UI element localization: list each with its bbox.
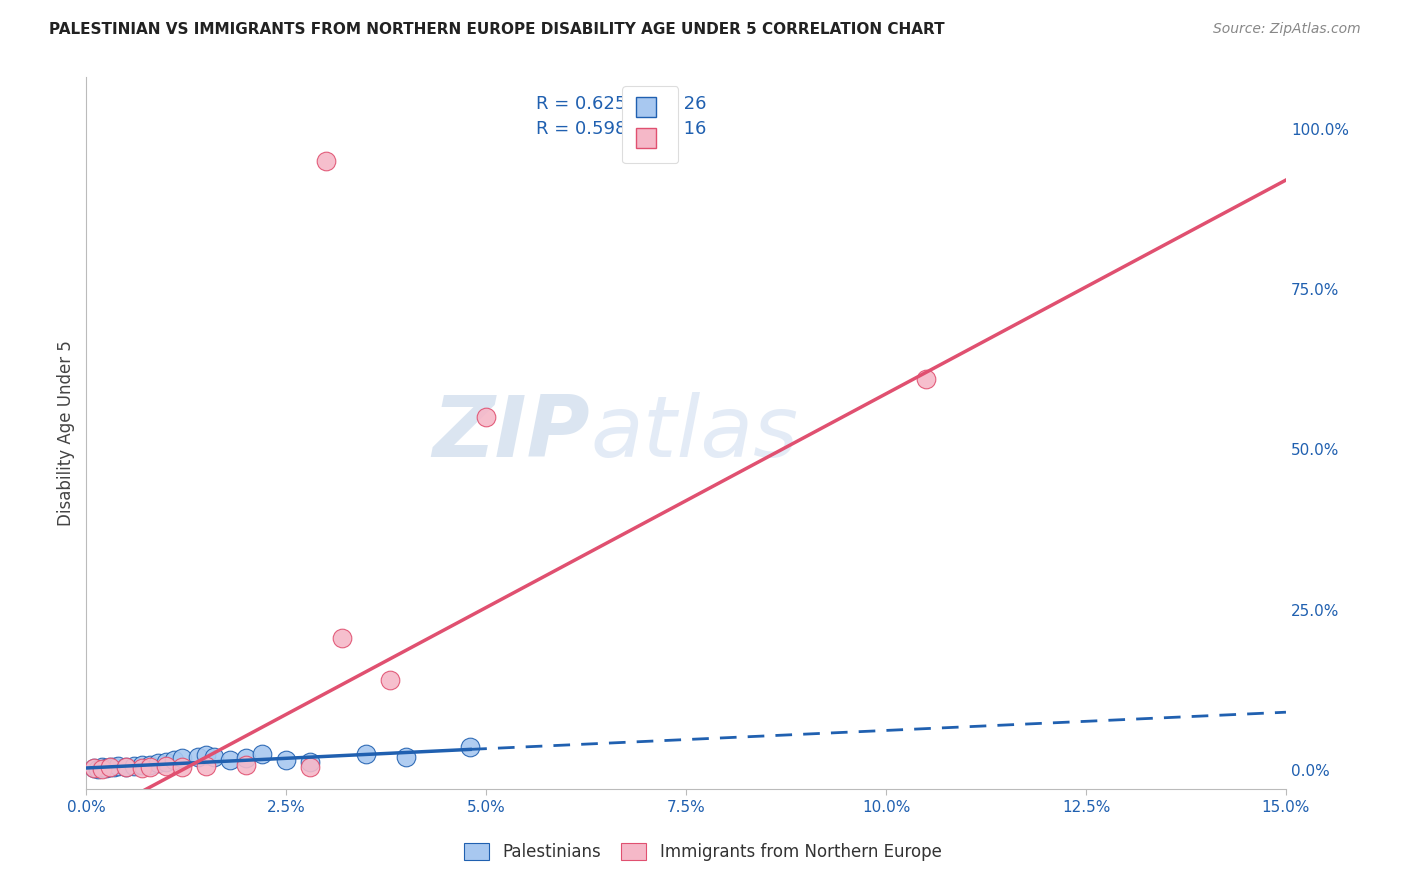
Point [915, 372, 938, 386]
Point [96, 761, 118, 775]
Text: PALESTINIAN VS IMMIGRANTS FROM NORTHERN EUROPE DISABILITY AGE UNDER 5 CORRELATIO: PALESTINIAN VS IMMIGRANTS FROM NORTHERN … [49, 22, 945, 37]
Point [98, 760, 121, 774]
Point [235, 757, 257, 772]
Text: atlas: atlas [591, 392, 799, 475]
Point [172, 751, 194, 765]
Point [395, 750, 418, 764]
Point [235, 751, 257, 765]
Point [155, 759, 177, 773]
Point [202, 750, 225, 764]
Point [330, 632, 353, 646]
Legend: , : , [621, 87, 678, 163]
Point [83, 761, 105, 775]
Point [91, 762, 114, 776]
Point [139, 758, 162, 772]
Point [131, 757, 153, 772]
Text: Source: ZipAtlas.com: Source: ZipAtlas.com [1213, 22, 1361, 37]
Point [103, 760, 125, 774]
Point [219, 753, 242, 767]
Point [148, 756, 170, 771]
Point [172, 760, 194, 774]
Point [87, 762, 110, 776]
Point [139, 760, 162, 774]
Legend: Palestinians, Immigrants from Northern Europe: Palestinians, Immigrants from Northern E… [458, 836, 948, 868]
Point [155, 756, 177, 770]
Point [131, 761, 153, 775]
Point [380, 673, 402, 687]
Point [252, 747, 274, 761]
Point [187, 750, 209, 764]
Point [91, 760, 114, 774]
Point [315, 153, 337, 168]
Point [124, 759, 146, 773]
Y-axis label: Disability Age Under 5: Disability Age Under 5 [58, 341, 75, 526]
Point [458, 740, 481, 755]
Point [107, 759, 129, 773]
Text: ZIP: ZIP [433, 392, 591, 475]
Point [115, 760, 138, 774]
Point [299, 760, 322, 774]
Point [276, 753, 298, 767]
Point [115, 760, 138, 774]
Point [475, 410, 498, 425]
Point [83, 761, 105, 775]
Point [195, 759, 218, 773]
Point [163, 753, 186, 767]
Point [354, 747, 377, 761]
Point [299, 756, 322, 770]
Text: R = 0.625   N = 26: R = 0.625 N = 26 [536, 95, 707, 112]
Point [98, 760, 121, 774]
Text: R = 0.598   N = 16: R = 0.598 N = 16 [536, 120, 707, 137]
Point [195, 748, 218, 763]
